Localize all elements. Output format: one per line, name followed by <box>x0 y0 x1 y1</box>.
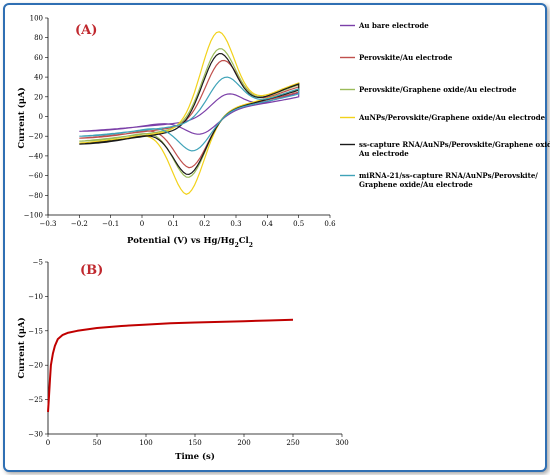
panel-a-y-tick-label: −100 <box>24 212 43 220</box>
cv-series-6 <box>79 76 300 152</box>
legend-item-6: miRNA-21/ss-capture RNA/AuNPs/Perovskite… <box>340 171 538 189</box>
panel-b-x-tick-label: 100 <box>139 439 152 447</box>
panel-b-x-tick-label: 50 <box>93 439 102 447</box>
panel-b-x-tick-label: 300 <box>335 439 348 447</box>
panel-a-y-tick-label: −80 <box>28 192 43 200</box>
panel-a-y-tick-label: −60 <box>28 172 43 180</box>
panel-b-y-tick-label: −20 <box>28 362 43 370</box>
panel-a-y-tick-label: −40 <box>28 152 43 160</box>
panel-b: 0 50 100 150 200 250 300−5−10−15−20−25−30 (B) … <box>16 259 349 463</box>
panel-a-y-tick-label: 100 <box>30 15 43 23</box>
panel-a-x-tick-label: 0.3 <box>230 220 241 228</box>
panel-a-x-tick-label: 0.1 <box>168 220 179 228</box>
panel-b-ylabel: Current (μA) <box>16 317 27 378</box>
panel-a-ylabel: Current (μA) <box>16 87 27 148</box>
panel-a-x-tick-label: −0.2 <box>71 220 88 228</box>
panel-a-x-tick-label: −0.3 <box>40 220 57 228</box>
panel-a-xlabel: Potential (V) vs Hg/Hg2Cl2 <box>127 235 253 249</box>
panel-a-x-tick-label: 0.4 <box>262 220 274 228</box>
legend-label: ss-capture RNA/AuNPs/Perovskite/Graphene… <box>358 140 550 158</box>
panel-a-x-tick-label: 0.2 <box>199 220 210 228</box>
panel-a-y-tick-label: 60 <box>34 54 43 62</box>
panel-a-x-tick-label: −0.1 <box>102 220 119 228</box>
panel-b-x-tick-label: 150 <box>188 439 201 447</box>
chronoamperometry-series-1 <box>47 318 294 413</box>
panel-a-label: (A) <box>75 23 97 38</box>
legend-item-3: Perovskite/Graphene oxide/Au electrode <box>340 85 517 94</box>
figure-frame <box>3 3 547 472</box>
panel-a-tick-labels: −0.3 −0.2 −0.1 0 0.1 0.2 0.3 0.4 0.5 0.6 100 80 60 40… <box>24 15 336 229</box>
panel-b-curves <box>47 318 294 413</box>
legend-item-1: Au bare electrode <box>340 21 429 30</box>
legend-item-5: ss-capture RNA/AuNPs/Perovskite/Graphene… <box>340 140 550 158</box>
panel-a-y-tick-label: 40 <box>34 74 43 82</box>
panel-a-x-tick-label: 0 <box>140 220 144 228</box>
panel-b-y-tick-label: −15 <box>28 327 43 335</box>
panel-a-curves <box>79 31 300 195</box>
panel-b-x-tick-label: 250 <box>286 439 299 447</box>
cv-series-1 <box>79 92 300 135</box>
panel-a-y-tick-label: 20 <box>34 93 43 101</box>
legend-label: Perovskite/Graphene oxide/Au electrode <box>359 85 517 94</box>
panel-a-axes <box>45 17 331 218</box>
panel-b-xlabel: Time (s) <box>175 451 215 462</box>
panel-a-y-tick-label: 0 <box>39 113 43 121</box>
legend-item-4: AuNPs/Perovskite/Graphene oxide/Au elect… <box>340 113 546 122</box>
panel-a-x-tick-label: 0.5 <box>293 220 304 228</box>
legend-label: Perovskite/Au electrode <box>359 53 453 62</box>
legend-label: AuNPs/Perovskite/Graphene oxide/Au elect… <box>358 113 546 122</box>
legend-label: Au bare electrode <box>358 21 429 30</box>
panel-b-y-tick-label: −25 <box>28 396 43 404</box>
panel-a: −0.3 −0.2 −0.1 0 0.1 0.2 0.3 0.4 0.5 0.6 100 80 60 40… <box>16 15 550 249</box>
panel-b-y-tick-label: −30 <box>28 431 43 439</box>
cv-series-5 <box>79 52 300 176</box>
panel-a-legend: Au bare electrode Perovskite/Au electrode… <box>340 21 550 189</box>
panel-b-x-tick-label: 200 <box>237 439 250 447</box>
panel-b-tick-labels: 0 50 100 150 200 250 300 −5 −10 −15 −20 −25 −30 <box>28 259 348 448</box>
panel-b-x-tick-label: 0 <box>46 439 50 447</box>
panel-a-x-tick-label: 0.6 <box>324 220 336 228</box>
legend-item-2: Perovskite/Au electrode <box>340 53 453 62</box>
panel-b-label: (B) <box>80 263 103 278</box>
panel-b-y-tick-label: −10 <box>28 293 43 301</box>
panel-b-axes <box>45 261 343 437</box>
panel-b-y-tick-label: −5 <box>33 259 43 267</box>
cv-series-3 <box>79 48 300 178</box>
panel-a-y-tick-label: 80 <box>34 34 43 42</box>
panel-a-y-tick-label: −20 <box>28 133 43 141</box>
legend-label: miRNA-21/ss-capture RNA/AuNPs/Perovskite… <box>359 171 538 189</box>
